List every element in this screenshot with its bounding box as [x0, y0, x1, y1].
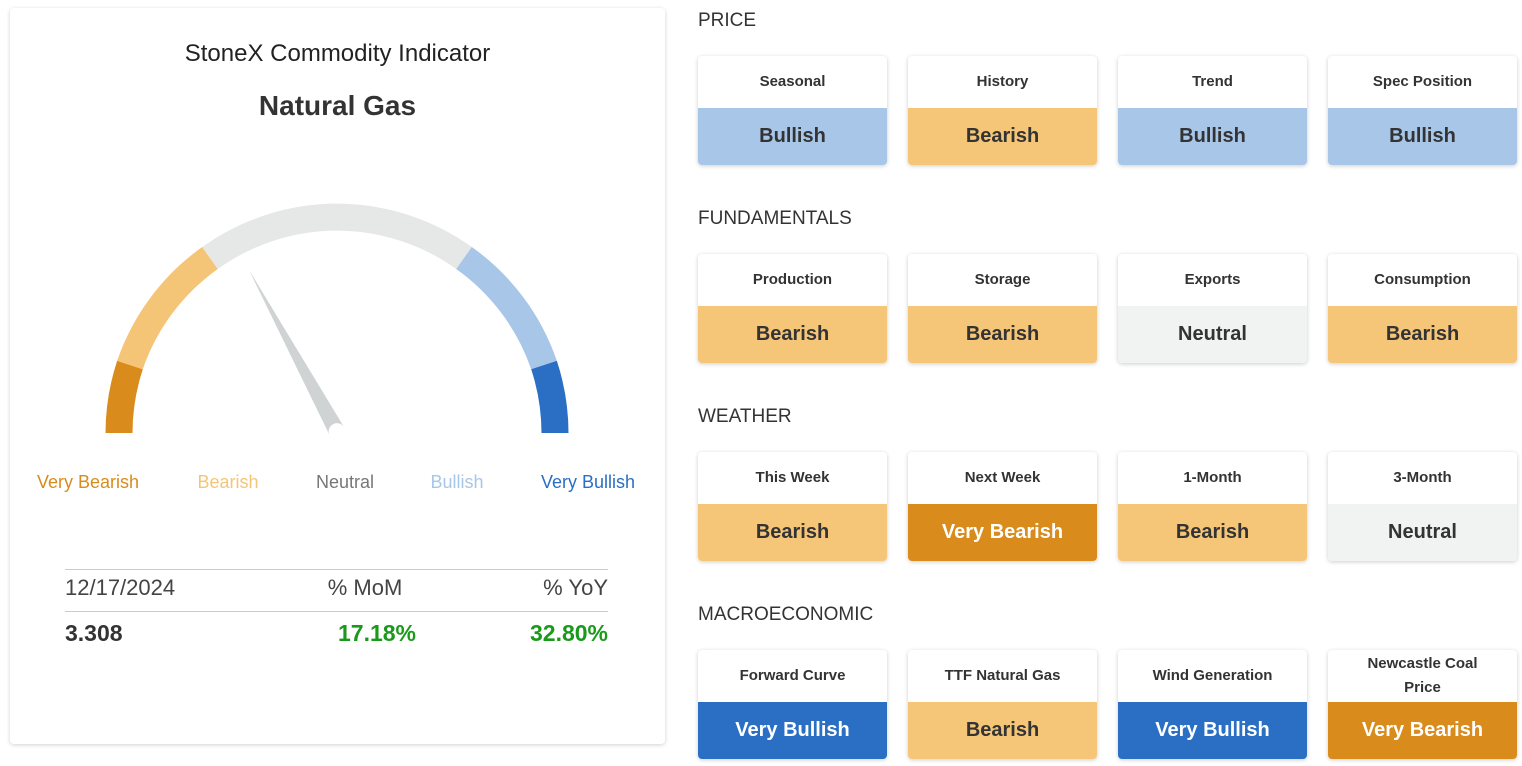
indicator-signal: Bearish [698, 504, 887, 561]
indicator-label: Exports [1184, 271, 1241, 288]
mom-value: 17.18% [337, 620, 417, 646]
indicator-label: Spec Position [1372, 73, 1473, 90]
indicator-signal: Bullish [1118, 108, 1307, 165]
indicator-signal: Bearish [908, 702, 1097, 759]
indicator-tile: Consumption Bearish [1328, 254, 1517, 363]
divider [65, 611, 608, 612]
indicator-signal: Neutral [1118, 306, 1307, 363]
indicator-tile: This Week Bearish [698, 452, 887, 561]
indicator-signal: Bullish [698, 108, 887, 165]
indicator-label: TTF Natural Gas [944, 667, 1061, 684]
indicator-label: Consumption [1374, 271, 1471, 288]
indicator-tile: Spec Position Bullish [1328, 56, 1517, 165]
indicator-tile: Seasonal Bullish [698, 56, 887, 165]
indicator-tile: Trend Bullish [1118, 56, 1307, 165]
divider [65, 569, 608, 570]
indicator-tile: 3-Month Neutral [1328, 452, 1517, 561]
indicator-tile: Exports Neutral [1118, 254, 1307, 363]
indicator-tile: TTF Natural Gas Bearish [908, 650, 1097, 759]
yoy-header: % YoY [543, 575, 608, 600]
indicator-tile: Forward Curve Very Bullish [698, 650, 887, 759]
gauge-label: Neutral [315, 472, 375, 492]
gauge-very-bearish [105, 360, 143, 434]
indicator-signal: Very Bullish [1118, 702, 1307, 759]
mom-header: % MoM [327, 575, 403, 600]
indicator-label: 1-Month [1183, 469, 1242, 486]
indicator-tile: 1-Month Bearish [1118, 452, 1307, 561]
gauge-bullish [456, 246, 557, 370]
yoy-value: 32.80% [529, 620, 608, 646]
indicator-label: Wind Generation [1152, 667, 1273, 684]
section-title: MACROECONOMIC [698, 604, 874, 625]
indicator-label: Storage [974, 271, 1031, 288]
gauge-label: Very Bullish [540, 472, 636, 492]
indicator-signal: Bearish [1118, 504, 1307, 561]
indicator-signal: Very Bearish [1328, 702, 1517, 759]
indicator-tile: Production Bearish [698, 254, 887, 363]
indicator-label: 3-Month [1393, 469, 1452, 486]
indicator-label: Trend [1192, 73, 1233, 90]
indicator-label: This Week [755, 469, 830, 486]
indicator-label: Production [752, 271, 833, 288]
indicator-tile: Wind Generation Very Bullish [1118, 650, 1307, 759]
indicator-tile: Next Week Very Bearish [908, 452, 1097, 561]
gauge-label: Very Bearish [36, 472, 140, 492]
indicator-signal: Bullish [1328, 108, 1517, 165]
indicator-label: Next Week [964, 469, 1041, 486]
indicator-signal: Very Bullish [698, 702, 887, 759]
section-title: PRICE [698, 10, 757, 31]
section-title: FUNDAMENTALS [698, 208, 852, 229]
card-title: StoneX Commodity Indicator [184, 40, 491, 67]
indicator-tile: Newcastle Coal Price Very Bearish [1328, 650, 1517, 759]
gauge-very-bullish [531, 360, 569, 434]
section-title: WEATHER [698, 406, 792, 427]
commodity-name: Natural Gas [258, 90, 417, 121]
indicator-label: Forward Curve [739, 667, 846, 684]
indicator-signal: Bearish [1328, 306, 1517, 363]
indicator-signal: Bearish [698, 306, 887, 363]
indicator-tile: Storage Bearish [908, 254, 1097, 363]
gauge-neutral [202, 203, 472, 270]
indicator-signal: Very Bearish [908, 504, 1097, 561]
indicator-tile: History Bearish [908, 56, 1097, 165]
indicator-label: Seasonal [759, 73, 826, 90]
gauge [105, 203, 569, 436]
gauge-label: Bullish [430, 472, 484, 492]
indicator-label: History [976, 73, 1029, 90]
gauge-bearish [117, 246, 218, 370]
date-header: 12/17/2024 [65, 575, 176, 600]
indicator-signal: Neutral [1328, 504, 1517, 561]
indicator-card: StoneX Commodity Indicator Natural Gas V… [10, 8, 665, 744]
indicator-signal: Bearish [908, 306, 1097, 363]
indicator-label: Newcastle Coal Price [1367, 655, 1478, 696]
gauge-needle [249, 270, 344, 436]
indicator-signal: Bearish [908, 108, 1097, 165]
gauge-label: Bearish [197, 472, 259, 492]
price-value: 3.308 [65, 620, 123, 646]
